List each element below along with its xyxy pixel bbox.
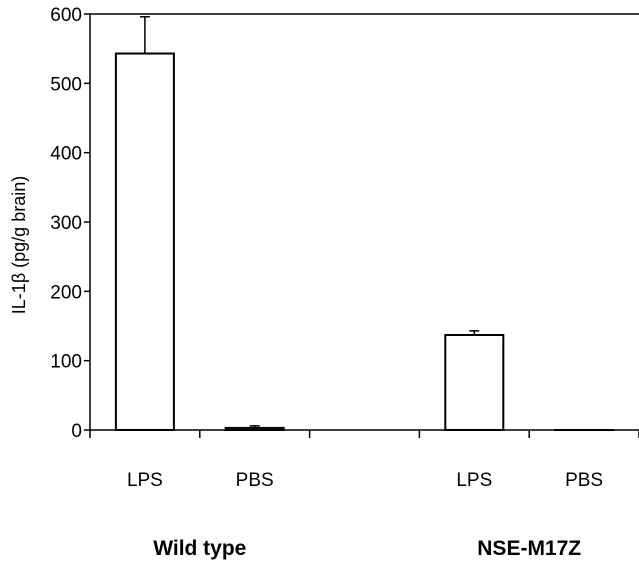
y-axis: 0 100 200 300 400 500 600: [50, 5, 91, 442]
group-label-0: Wild type: [153, 537, 246, 560]
y-tick-label: 100: [50, 352, 82, 373]
bars: [114, 52, 615, 432]
x-axis: [89, 429, 639, 438]
x-tick-labels: LPS PBS LPS PBS: [127, 470, 603, 491]
x-tick-label-0: LPS: [127, 470, 163, 491]
x-tick-label-1: PBS: [236, 470, 274, 491]
y-tick-label: 600: [50, 5, 82, 26]
group-label-1: NSE-M17Z: [477, 537, 581, 560]
y-tick-label: 300: [50, 213, 82, 234]
group-labels: Wild type NSE-M17Z: [153, 537, 581, 560]
error-bars: [139, 16, 480, 428]
bar-1: [224, 426, 285, 432]
y-tick-label: 500: [50, 74, 82, 95]
x-tick-label-3: LPS: [456, 470, 492, 491]
x-tick-label-4: PBS: [565, 470, 603, 491]
y-tick-label: 200: [50, 282, 82, 303]
bar-0: [114, 52, 175, 432]
bar-3: [444, 334, 505, 431]
y-axis-title: IL-1β (pg/g brain): [9, 176, 29, 314]
y-tick-label: 0: [71, 421, 82, 442]
y-tick-label: 400: [50, 144, 82, 165]
